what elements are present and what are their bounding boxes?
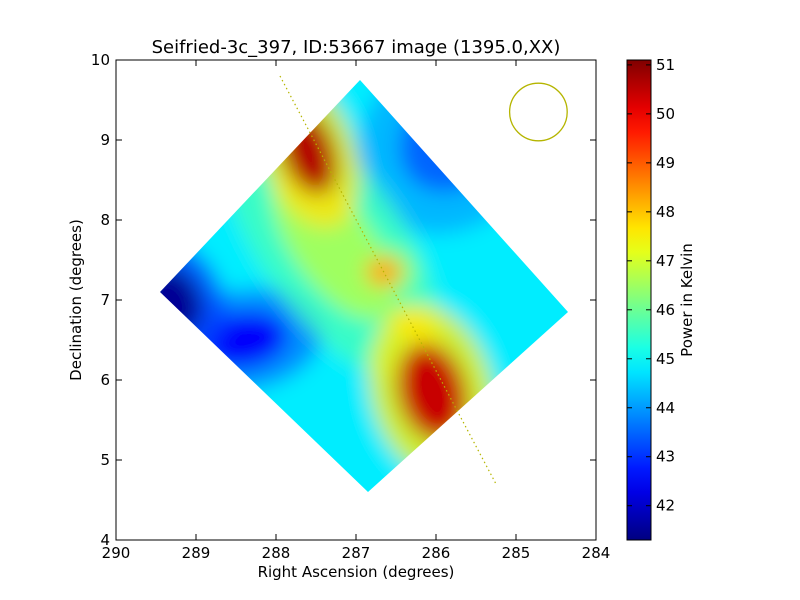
x-tick-label: 286 <box>422 544 451 562</box>
colorbar-tick-label: 48 <box>656 203 675 221</box>
x-tick-label: 287 <box>342 544 371 562</box>
overlays <box>279 75 568 485</box>
colorbar-tick-label: 45 <box>656 350 675 368</box>
beam-circle-overlay <box>508 82 568 142</box>
dotted-line-overlay <box>279 75 497 485</box>
x-tick-label: 289 <box>182 544 211 562</box>
x-tick-label: 288 <box>262 544 291 562</box>
colorbar-tick-label: 49 <box>656 154 675 172</box>
colorbar-tick-label: 51 <box>656 56 675 74</box>
colorbar-tick-label: 44 <box>656 399 675 417</box>
y-tick-label: 4 <box>100 531 110 549</box>
x-axis: 290 289 288 287 286 285 284 <box>102 60 611 562</box>
y-axis-label: Declination (degrees) <box>67 219 85 381</box>
colorbar-tick-label: 47 <box>656 252 675 270</box>
colorbar-tick-label: 46 <box>656 301 675 319</box>
colorbar-label: Power in Kelvin <box>678 243 696 357</box>
y-tick-label: 5 <box>100 451 110 469</box>
x-tick-label: 284 <box>582 544 611 562</box>
x-axis-label: Right Ascension (degrees) <box>258 563 455 581</box>
x-tick-label: 285 <box>502 544 531 562</box>
colorbar: 42 43 44 45 46 47 48 49 50 51 Power in Kelvin <box>626 56 696 541</box>
y-tick-label: 9 <box>100 131 110 149</box>
chart-title: Seifried-3c_397, ID:53667 image (1395.0,… <box>152 37 561 58</box>
colorbar-ticks: 42 43 44 45 46 47 48 49 50 51 <box>627 56 675 515</box>
heatmap-minimum <box>160 265 203 335</box>
y-tick-label: 7 <box>100 291 110 309</box>
colorbar-tick-label: 43 <box>656 448 675 466</box>
heatmap-peak <box>397 343 467 441</box>
y-tick-label: 10 <box>91 51 110 69</box>
y-tick-label: 8 <box>100 211 110 229</box>
y-axis: 4 5 6 7 8 9 10 <box>91 51 596 549</box>
y-tick-label: 6 <box>100 371 110 389</box>
colorbar-gradient <box>626 59 652 541</box>
colorbar-tick-label: 42 <box>656 497 675 515</box>
colorbar-tick-label: 50 <box>656 105 675 123</box>
x-tick-label: 290 <box>102 544 131 562</box>
